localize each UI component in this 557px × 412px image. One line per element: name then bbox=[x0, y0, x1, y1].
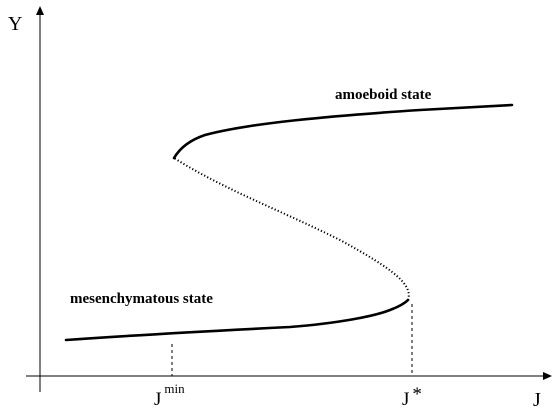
unstable-branch bbox=[173, 157, 410, 301]
lower-stable-branch bbox=[64, 298, 410, 342]
j-min-tick-label: Jmin bbox=[154, 381, 185, 410]
upper-stable-branch bbox=[172, 103, 514, 160]
y-axis-label: Y bbox=[8, 13, 22, 35]
amoeboid-state-label: amoeboid state bbox=[335, 87, 432, 103]
j-star-tick-label: J * bbox=[402, 384, 422, 410]
x-axis-label: J bbox=[533, 389, 541, 411]
mesenchymatous-state-label: mesenchymatous state bbox=[70, 291, 213, 307]
